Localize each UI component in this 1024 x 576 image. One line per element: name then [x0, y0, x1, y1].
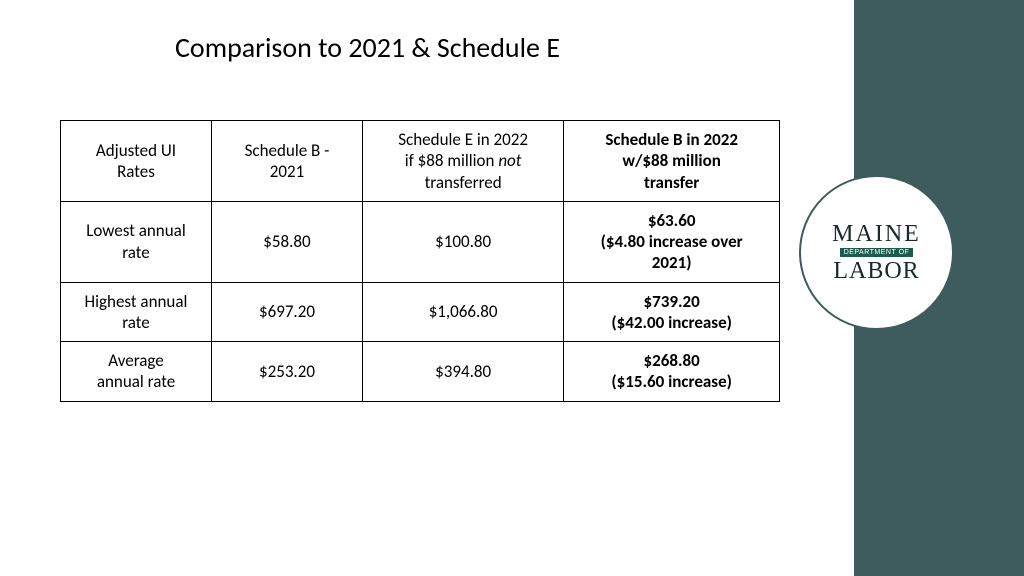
cell-value: $739.20 ($42.00 increase) [564, 282, 780, 342]
table-row: Highest annual rate $697.20 $1,066.80 $7… [61, 282, 780, 342]
logo-text-labor: LABOR [833, 259, 919, 283]
cell-value: $253.20 [211, 342, 362, 402]
table-row: Average annual rate $253.20 $394.80 $268… [61, 342, 780, 402]
table-row: Lowest annual rate $58.80 $100.80 $63.60… [61, 201, 780, 282]
cell-value: $697.20 [211, 282, 362, 342]
maine-labor-logo: MAINE DEPARTMENT OF LABOR [799, 175, 954, 330]
comparison-table: Adjusted UIRates Schedule B -2021 Schedu… [60, 120, 780, 402]
header-schedule-b-2021: Schedule B -2021 [211, 121, 362, 202]
cell-value: $1,066.80 [362, 282, 563, 342]
row-label: Highest annual rate [61, 282, 212, 342]
cell-value: $100.80 [362, 201, 563, 282]
table-header-row: Adjusted UIRates Schedule B -2021 Schedu… [61, 121, 780, 202]
cell-value: $394.80 [362, 342, 563, 402]
header-schedule-e-2022: Schedule E in 2022if $88 million nottran… [362, 121, 563, 202]
logo-text-dept: DEPARTMENT OF [840, 248, 914, 257]
row-label: Average annual rate [61, 342, 212, 402]
header-adjusted-rates: Adjusted UIRates [61, 121, 212, 202]
row-label: Lowest annual rate [61, 201, 212, 282]
comparison-table-container: Adjusted UIRates Schedule B -2021 Schedu… [60, 120, 780, 402]
header-schedule-b-2022: Schedule B in 2022w/$88 milliontransfer [564, 121, 780, 202]
cell-value: $63.60 ($4.80 increase over 2021) [564, 201, 780, 282]
cell-value: $58.80 [211, 201, 362, 282]
slide-title: Comparison to 2021 & Schedule E [175, 30, 560, 65]
logo-text-maine: MAINE [832, 222, 921, 246]
cell-value: $268.80 ($15.60 increase) [564, 342, 780, 402]
